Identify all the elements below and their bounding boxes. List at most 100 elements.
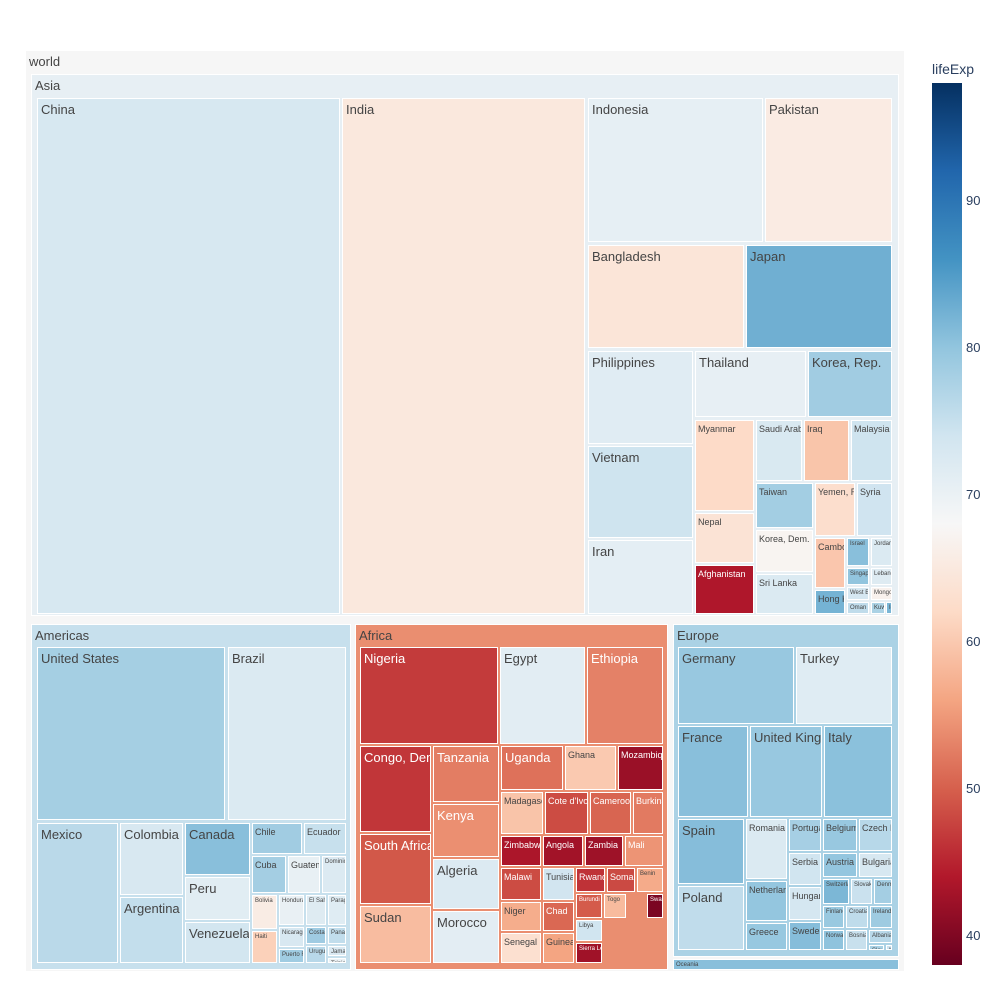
country-montenegro[interactable]: Montenegro — [886, 945, 892, 950]
country-nicaragua[interactable]: Nicaragua — [279, 927, 304, 947]
country-austria[interactable]: Austria — [823, 853, 857, 877]
country-albania[interactable]: Albania — [869, 930, 892, 943]
country-finland[interactable]: Finland — [823, 906, 844, 928]
country-paraguay[interactable]: Paraguay — [328, 895, 346, 925]
country-korea-dem-rep[interactable]: Korea, Dem. Rep. — [756, 530, 813, 572]
country-oman[interactable]: Oman — [847, 602, 869, 614]
country-mexico[interactable]: Mexico — [37, 823, 118, 963]
country-thailand[interactable]: Thailand — [695, 351, 806, 417]
country-nigeria[interactable]: Nigeria — [360, 647, 498, 744]
country-tunisia[interactable]: Tunisia — [543, 868, 574, 900]
country-brazil[interactable]: Brazil — [228, 647, 346, 820]
country-jamaica[interactable]: Jamaica — [328, 946, 346, 956]
country-south-africa[interactable]: South Africa — [360, 834, 431, 904]
country-honduras[interactable]: Honduras — [279, 895, 304, 925]
country-dominican-republic[interactable]: Dominican Republic — [322, 856, 346, 893]
country-iran[interactable]: Iran — [588, 540, 693, 614]
country-philippines[interactable]: Philippines — [588, 351, 693, 444]
country-somalia[interactable]: Somalia — [607, 868, 635, 892]
country-sri-lanka[interactable]: Sri Lanka — [756, 574, 813, 614]
country-netherlands[interactable]: Netherlands — [746, 881, 787, 921]
country-norway[interactable]: Norway — [823, 930, 844, 950]
country-myanmar[interactable]: Myanmar — [695, 420, 754, 511]
country-mongolia[interactable]: Mongolia — [871, 587, 892, 600]
country-zimbabwe[interactable]: Zimbabwe — [501, 836, 541, 866]
country-indonesia[interactable]: Indonesia — [588, 98, 763, 242]
country-saudi-arabia[interactable]: Saudi Arabia — [756, 420, 802, 481]
country-portugal[interactable]: Portugal — [789, 819, 821, 851]
country-peru[interactable]: Peru — [185, 877, 250, 920]
country-syria[interactable]: Syria — [857, 483, 892, 536]
country-kenya[interactable]: Kenya — [433, 804, 499, 857]
country-united-kingdom[interactable]: United Kingdom — [750, 726, 822, 817]
country-israel[interactable]: Israel — [847, 538, 869, 566]
country-india[interactable]: India — [342, 98, 585, 614]
country-sweden[interactable]: Sweden — [789, 922, 821, 950]
country-malaysia[interactable]: Malaysia — [851, 420, 892, 481]
country-venezuela[interactable]: Venezuela — [185, 922, 250, 963]
country-japan[interactable]: Japan — [746, 245, 892, 348]
country-trinidad-and-tobago[interactable]: Trinidad and Tobago — [328, 958, 346, 963]
country-cuba[interactable]: Cuba — [252, 856, 286, 893]
country-lebanon[interactable]: Lebanon — [871, 568, 892, 585]
country-burundi[interactable]: Burundi — [576, 894, 602, 918]
country-vietnam[interactable]: Vietnam — [588, 446, 693, 538]
country-costa-rica[interactable]: Costa Rica — [306, 927, 326, 944]
country-chile[interactable]: Chile — [252, 823, 302, 854]
country-serbia[interactable]: Serbia — [789, 853, 821, 885]
country-mali[interactable]: Mali — [625, 836, 663, 866]
country-benin[interactable]: Benin — [637, 868, 663, 892]
country-korea-rep[interactable]: Korea, Rep. — [808, 351, 892, 417]
country-togo[interactable]: Togo — [604, 894, 626, 918]
country-mozambique[interactable]: Mozambique — [618, 746, 663, 790]
country-angola[interactable]: Angola — [543, 836, 583, 866]
country-greece[interactable]: Greece — [746, 923, 787, 950]
country-cameroon[interactable]: Cameroon — [590, 792, 631, 834]
country-france[interactable]: France — [678, 726, 748, 817]
country-niger[interactable]: Niger — [501, 902, 541, 931]
country-slovenia[interactable]: Slovenia — [869, 945, 884, 950]
country-singapore[interactable]: Singapore — [847, 568, 869, 585]
country-germany[interactable]: Germany — [678, 647, 794, 724]
country-algeria[interactable]: Algeria — [433, 859, 499, 909]
country-italy[interactable]: Italy — [824, 726, 892, 817]
country-bangladesh[interactable]: Bangladesh — [588, 245, 744, 348]
country-turkey[interactable]: Turkey — [796, 647, 892, 724]
country-el-salvador[interactable]: El Salvador — [306, 895, 326, 925]
country-cote-d-ivoire[interactable]: Cote d'Ivoire — [545, 792, 588, 834]
country-hong-kong-china[interactable]: Hong Kong, China — [815, 590, 845, 614]
country-slovak-republic[interactable]: Slovak Republic — [851, 879, 872, 904]
country-morocco[interactable]: Morocco — [433, 911, 499, 963]
country-denmark[interactable]: Denmark — [874, 879, 892, 904]
country-bulgaria[interactable]: Bulgaria — [859, 853, 892, 877]
country-haiti[interactable]: Haiti — [252, 931, 277, 963]
country-congo-dem-rep[interactable]: Congo, Dem. Rep. — [360, 746, 431, 832]
country-belgium[interactable]: Belgium — [823, 819, 857, 851]
country-malawi[interactable]: Malawi — [501, 868, 541, 900]
country-guatemala[interactable]: Guatemala — [288, 856, 320, 893]
country-poland[interactable]: Poland — [678, 886, 744, 950]
country-sierra-leone[interactable]: Sierra Leone — [576, 943, 602, 963]
country-jordan[interactable]: Jordan — [871, 538, 892, 566]
country-romania[interactable]: Romania — [746, 819, 787, 879]
region-oceania[interactable]: Oceania — [673, 959, 899, 970]
country-ecuador[interactable]: Ecuador — [304, 823, 346, 854]
country-iceland[interactable]: Iceland — [886, 602, 892, 614]
country-uruguay[interactable]: Uruguay — [306, 946, 326, 963]
country-ireland[interactable]: Ireland — [870, 906, 892, 928]
country-libya[interactable]: Libya — [576, 920, 602, 941]
country-swaziland[interactable]: Swaziland — [647, 894, 663, 918]
country-ethiopia[interactable]: Ethiopia — [587, 647, 663, 744]
country-bosnia-and-herzegovina[interactable]: Bosnia and Herzegovina — [846, 930, 867, 950]
country-zambia[interactable]: Zambia — [585, 836, 623, 866]
country-afghanistan[interactable]: Afghanistan — [695, 565, 754, 614]
country-yemen-rep[interactable]: Yemen, Rep. — [815, 483, 855, 536]
country-united-states[interactable]: United States — [37, 647, 225, 820]
country-bolivia[interactable]: Bolivia — [252, 895, 277, 929]
country-taiwan[interactable]: Taiwan — [756, 483, 813, 528]
country-guinea[interactable]: Guinea — [543, 933, 574, 963]
country-spain[interactable]: Spain — [678, 819, 744, 884]
country-switzerland[interactable]: Switzerland — [823, 879, 849, 904]
country-argentina[interactable]: Argentina — [120, 897, 183, 963]
country-madagascar[interactable]: Madagascar — [501, 792, 543, 834]
